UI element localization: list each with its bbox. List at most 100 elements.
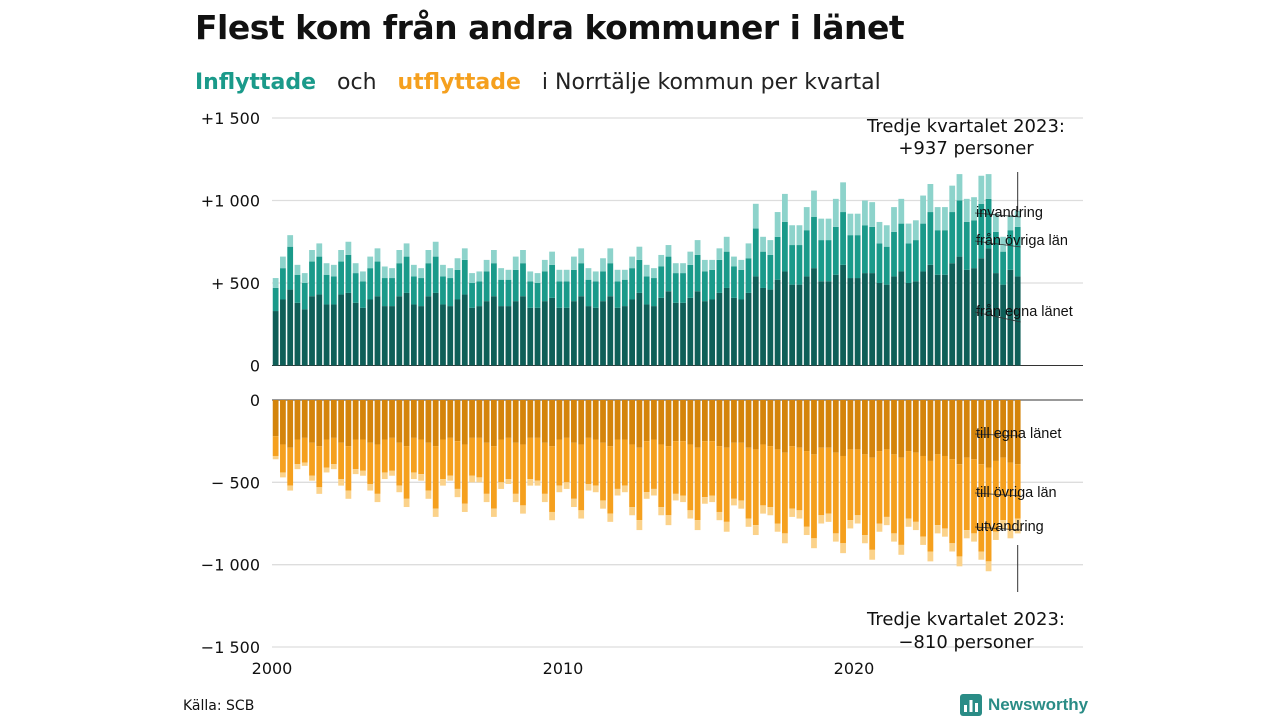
bar-in-abroad: [287, 235, 294, 247]
bar-out-own: [1007, 400, 1014, 463]
bar-out-abroad: [665, 515, 672, 526]
bar-out-other: [483, 442, 490, 494]
bar-in-other: [381, 278, 388, 307]
bar-out-own: [811, 400, 817, 455]
bar-in-abroad: [491, 250, 497, 264]
bar-in-other: [571, 269, 577, 302]
bar-out-own: [352, 400, 359, 440]
bar-in-other: [752, 228, 759, 277]
bar-in-abroad: [687, 251, 694, 265]
bar-out-own: [803, 400, 810, 452]
bar-out-own: [403, 400, 410, 447]
bar-out-own: [992, 400, 999, 461]
bar-out-own: [760, 400, 766, 445]
bar-in-other: [636, 259, 643, 293]
bar-in-abroad: [614, 269, 621, 282]
bar-out-abroad: [694, 520, 701, 531]
bar-out-abroad: [716, 511, 723, 521]
bar-in-own: [432, 292, 439, 366]
bar-in-other: [607, 263, 614, 297]
bar-out-abroad: [1000, 520, 1007, 529]
bar-in-other: [491, 263, 497, 297]
bar-out-own: [672, 400, 679, 442]
bar-out-abroad: [709, 495, 716, 503]
bar-out-own: [447, 400, 454, 438]
bar-out-other: [643, 441, 650, 493]
bar-in-other: [1007, 230, 1014, 270]
bar-out-other: [469, 437, 475, 476]
bar-in-other: [614, 281, 621, 308]
bar-in-own: [811, 268, 817, 366]
bar-out-own: [534, 400, 541, 438]
bar-in-abroad: [360, 271, 366, 282]
bar-out-other: [774, 449, 781, 524]
annotation-bottom-line1: Tredje kvartalet 2023:: [866, 609, 1065, 630]
bar-in-other: [789, 245, 796, 285]
bar-out-own: [927, 400, 934, 461]
bar-in-other: [774, 236, 781, 280]
bar-in-own: [316, 294, 323, 366]
bar-out-other: [556, 439, 563, 486]
bar-out-own: [658, 400, 665, 445]
bar-in-abroad: [389, 268, 395, 279]
bar-out-own: [985, 400, 992, 468]
bar-out-abroad: [985, 561, 992, 572]
y-tick-label-top: +1 000: [201, 192, 260, 211]
bar-out-own: [272, 400, 279, 437]
bar-out-other: [505, 437, 512, 480]
bar-out-abroad: [367, 483, 374, 491]
bar-in-abroad: [549, 251, 555, 265]
bar-out-own: [323, 400, 330, 440]
bar-out-other: [723, 447, 730, 522]
bar-in-other: [898, 223, 905, 272]
bar-out-own: [498, 400, 505, 440]
bar-in-other: [803, 230, 810, 277]
bar-in-other: [942, 230, 948, 275]
bar-out-other: [709, 441, 716, 496]
bar-out-own: [425, 400, 432, 443]
bar-in-own: [818, 281, 825, 366]
bar-in-other: [345, 254, 352, 293]
bar-out-own: [752, 400, 759, 450]
bar-out-own: [418, 400, 425, 440]
bar-in-own: [869, 273, 876, 366]
y-tick-label-bottom: 0: [250, 391, 260, 410]
bar-in-own: [636, 292, 643, 366]
bar-out-other: [352, 439, 359, 470]
bar-in-own: [1007, 269, 1014, 366]
bar-in-own: [454, 299, 461, 366]
bar-out-other: [360, 439, 366, 471]
bar-out-abroad: [585, 483, 592, 491]
bar-out-abroad: [301, 462, 308, 466]
bar-in-own: [672, 302, 679, 366]
bar-in-other: [811, 217, 817, 269]
bar-out-other: [949, 459, 956, 544]
bar-in-other: [927, 212, 934, 265]
bar-out-other: [280, 444, 286, 473]
brand-logo[interactable]: Newsworthy: [960, 694, 1088, 716]
bar-in-other: [672, 273, 679, 303]
bar-in-other: [840, 212, 846, 265]
bar-out-abroad: [432, 508, 439, 517]
bar-in-abroad: [949, 185, 956, 213]
bar-in-abroad: [825, 218, 832, 241]
bar-out-abroad: [272, 455, 279, 460]
series-label-leader: [974, 492, 1021, 497]
bar-out-own: [512, 400, 519, 443]
bar-out-abroad: [876, 523, 883, 532]
bar-out-own: [578, 400, 585, 445]
bar-in-abroad: [534, 273, 541, 283]
bar-in-own: [782, 271, 788, 366]
bar-in-own: [534, 307, 541, 366]
bar-in-abroad: [316, 243, 323, 257]
bar-in-abroad: [330, 264, 337, 277]
bar-in-other: [549, 264, 555, 298]
bar-out-own: [876, 400, 883, 452]
bar-in-abroad: [883, 225, 890, 247]
bar-out-abroad: [862, 535, 868, 544]
bar-out-own: [898, 400, 905, 458]
bar-out-own: [571, 400, 577, 443]
bar-in-own: [694, 291, 701, 366]
bar-out-own: [825, 400, 832, 448]
bar-out-abroad: [410, 472, 417, 480]
